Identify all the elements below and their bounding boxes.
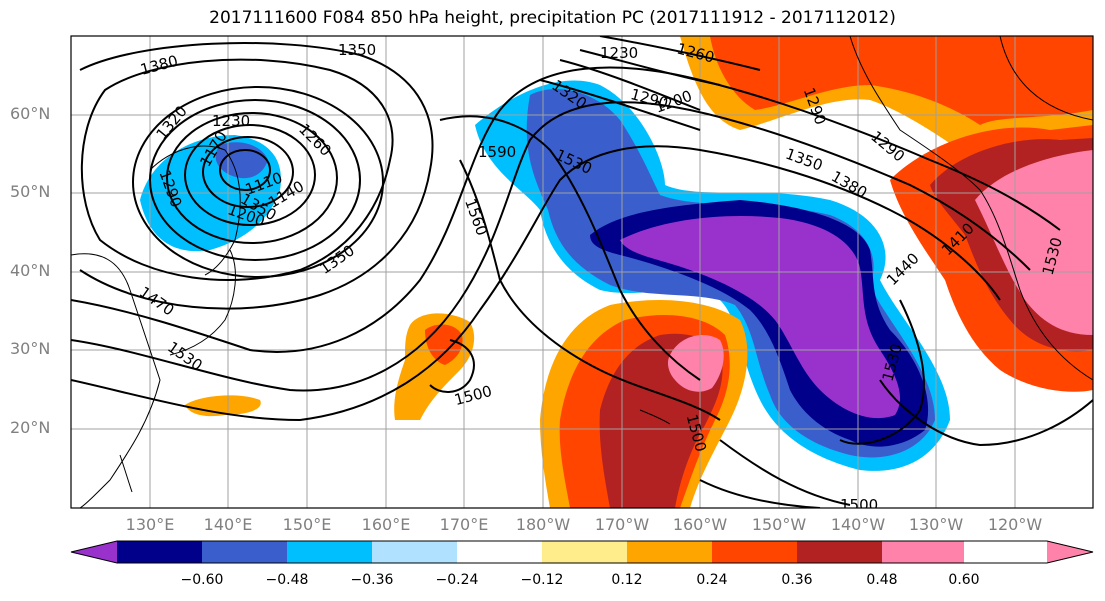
colorbar-tick-label: −0.36	[350, 572, 394, 588]
graticule	[71, 36, 1093, 508]
lat-label: 60°N	[10, 104, 51, 123]
colorbar-tick-label: 0.60	[948, 572, 980, 588]
map-frame	[70, 35, 1094, 509]
lon-label: 130°W	[908, 515, 964, 534]
colorbar-tick-label: 0.12	[611, 572, 643, 588]
lat-label: 20°N	[10, 418, 51, 437]
colorbar-tick-label: 0.24	[696, 572, 728, 588]
height-contours	[71, 36, 1093, 508]
lon-label: 150°E	[282, 515, 332, 534]
lon-label: 140°E	[203, 515, 253, 534]
coastlines	[71, 36, 1093, 508]
lon-label: 180°W	[515, 515, 571, 534]
contour-label: 1500	[840, 496, 878, 514]
colorbar-segment	[964, 541, 1047, 563]
contour-label: 1440	[883, 249, 923, 289]
colorbar-segment	[457, 541, 542, 563]
colorbar	[70, 540, 1094, 564]
contour-label: 1260	[295, 120, 335, 160]
colorbar-segment	[287, 541, 372, 563]
colorbar-segment	[627, 541, 712, 563]
colorbar-tick-label: −0.12	[520, 572, 564, 588]
colorbar-lower-extend	[71, 541, 117, 563]
lon-label: 140°W	[830, 515, 886, 534]
colorbar-segment	[542, 541, 627, 563]
colorbar-upper-extend	[1047, 541, 1093, 563]
colorbar-tick-label: 0.48	[866, 572, 898, 588]
lon-label: 120°W	[987, 515, 1043, 534]
colorbar-segment	[797, 541, 882, 563]
lon-label: 160°W	[672, 515, 728, 534]
map-title: 2017111600 F084 850 hPa height, precipit…	[209, 8, 896, 28]
lon-label: 150°W	[751, 515, 807, 534]
colorbar-segment	[882, 541, 964, 563]
colorbar-tick-label: 0.36	[781, 572, 813, 588]
lon-label: 160°E	[361, 515, 411, 534]
contour-label: 1230	[212, 112, 250, 130]
colorbar-segment	[712, 541, 797, 563]
lat-label: 40°N	[10, 261, 51, 280]
contour-label: 1290	[867, 127, 908, 165]
contour-label: 1470	[136, 283, 178, 320]
contour-label: 1500	[452, 382, 494, 409]
lon-label: 170°W	[594, 515, 650, 534]
colorbar-tick-label: −0.24	[435, 572, 479, 588]
colorbar-segment	[117, 541, 202, 563]
colorbar-segment	[202, 541, 287, 563]
contour-label: 1380	[138, 52, 180, 79]
contour-label: 1590	[478, 143, 516, 161]
colorbar-tick-label: −0.60	[180, 572, 224, 588]
colorbar-segment	[372, 541, 457, 563]
colorbar-tick-label: −0.48	[265, 572, 309, 588]
contour-label: 1380	[828, 167, 870, 202]
lon-label: 170°E	[439, 515, 489, 534]
lat-label: 30°N	[10, 339, 51, 358]
contour-label: 1560	[461, 196, 491, 238]
lat-label: 50°N	[10, 182, 51, 201]
contour-label: 1230	[600, 44, 638, 62]
colorbar-outline	[70, 540, 1094, 564]
negative-anomaly-shading	[140, 80, 950, 471]
contour-label: 1350	[338, 41, 376, 59]
lon-label: 130°E	[125, 515, 175, 534]
